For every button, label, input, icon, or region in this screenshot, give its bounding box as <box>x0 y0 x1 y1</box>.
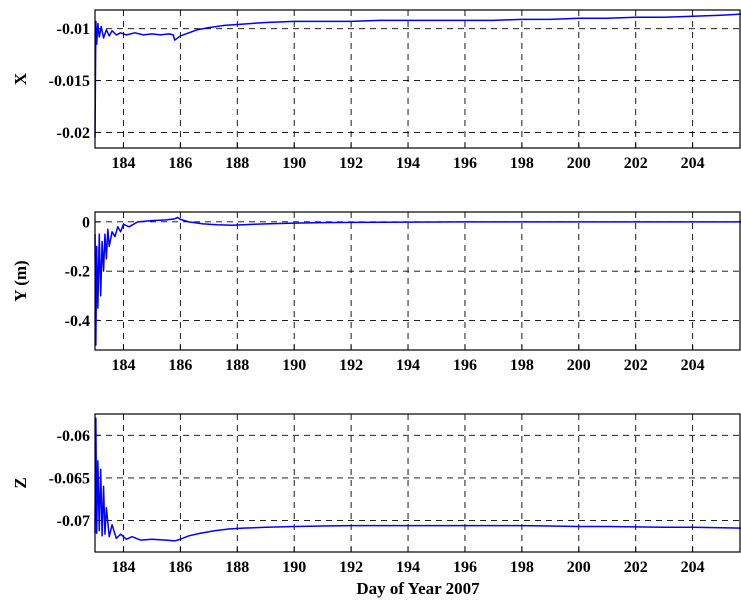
x-tick-label: 184 <box>111 357 135 374</box>
x-tick-label: 194 <box>396 559 420 576</box>
x-tick-label: 192 <box>339 155 363 172</box>
x-tick-label: 200 <box>567 155 591 172</box>
y-tick-label: -0.06 <box>57 428 90 445</box>
x-tick-label: 194 <box>396 155 420 172</box>
y-axis-label: Z <box>11 477 30 488</box>
y-axis-label: X <box>11 72 30 85</box>
x-tick-label: 192 <box>339 357 363 374</box>
axes-frame <box>94 9 741 149</box>
x-tick-label: 198 <box>510 155 534 172</box>
x-tick-label: 202 <box>624 155 648 172</box>
y-tick-label: -0.07 <box>57 513 90 530</box>
panels: 184 186 188 190 192 194 196 198 200 202 204 -0.01 -0… <box>11 9 741 598</box>
x-tick-label: 190 <box>282 357 306 374</box>
y-tick-label: -0.065 <box>49 470 90 487</box>
x-tick-label: 202 <box>624 559 648 576</box>
x-tick-label: 188 <box>225 559 249 576</box>
y-tick-label: -0.02 <box>57 125 90 142</box>
x-tick-label: 184 <box>111 155 135 172</box>
x-tick-label: 186 <box>168 357 192 374</box>
x-tick-label: 194 <box>396 357 420 374</box>
x-tick-label: 200 <box>567 559 591 576</box>
x-tick-label: 196 <box>453 357 477 374</box>
y-axis-label: Y (m) <box>11 260 30 301</box>
x-tick-label: 198 <box>510 559 534 576</box>
series-line <box>94 216 741 346</box>
x-tick-label: 198 <box>510 357 534 374</box>
x-tick-label: 188 <box>225 357 249 374</box>
x-tick-label: 204 <box>681 559 705 576</box>
x-tick-label: 200 <box>567 357 591 374</box>
x-tick-label: 188 <box>225 155 249 172</box>
axes-frame <box>94 413 741 553</box>
y-tick-label: 0 <box>82 214 90 231</box>
y-tick-label: -0.2 <box>65 264 90 281</box>
x-tick-label: 186 <box>168 155 192 172</box>
y-tick-label: -0.015 <box>49 73 90 90</box>
subplot-2: 184 186 188 190 192 194 196 198 200 202 204 0 -0.2 -0… <box>11 211 741 374</box>
x-tick-label: 186 <box>168 559 192 576</box>
x-tick-label: 196 <box>453 559 477 576</box>
x-tick-label: 196 <box>453 155 477 172</box>
x-tick-label: 202 <box>624 357 648 374</box>
series-line <box>94 417 741 542</box>
x-tick-label: 204 <box>681 155 705 172</box>
series-line <box>94 13 741 138</box>
x-tick-label: 204 <box>681 357 705 374</box>
x-axis-label: Day of Year 2007 <box>356 579 480 598</box>
x-tick-label: 184 <box>111 559 135 576</box>
axes-frame <box>94 211 741 351</box>
y-tick-label: -0.01 <box>57 21 90 38</box>
x-tick-label: 190 <box>282 559 306 576</box>
x-tick-label: 190 <box>282 155 306 172</box>
subplot-1: 184 186 188 190 192 194 196 198 200 202 204 -0.01 -0… <box>11 9 741 172</box>
subplot-3: 184 186 188 190 192 194 196 198 200 202 204 -0.06 -0… <box>11 413 741 598</box>
y-tick-label: -0.4 <box>65 313 90 330</box>
x-tick-label: 192 <box>339 559 363 576</box>
